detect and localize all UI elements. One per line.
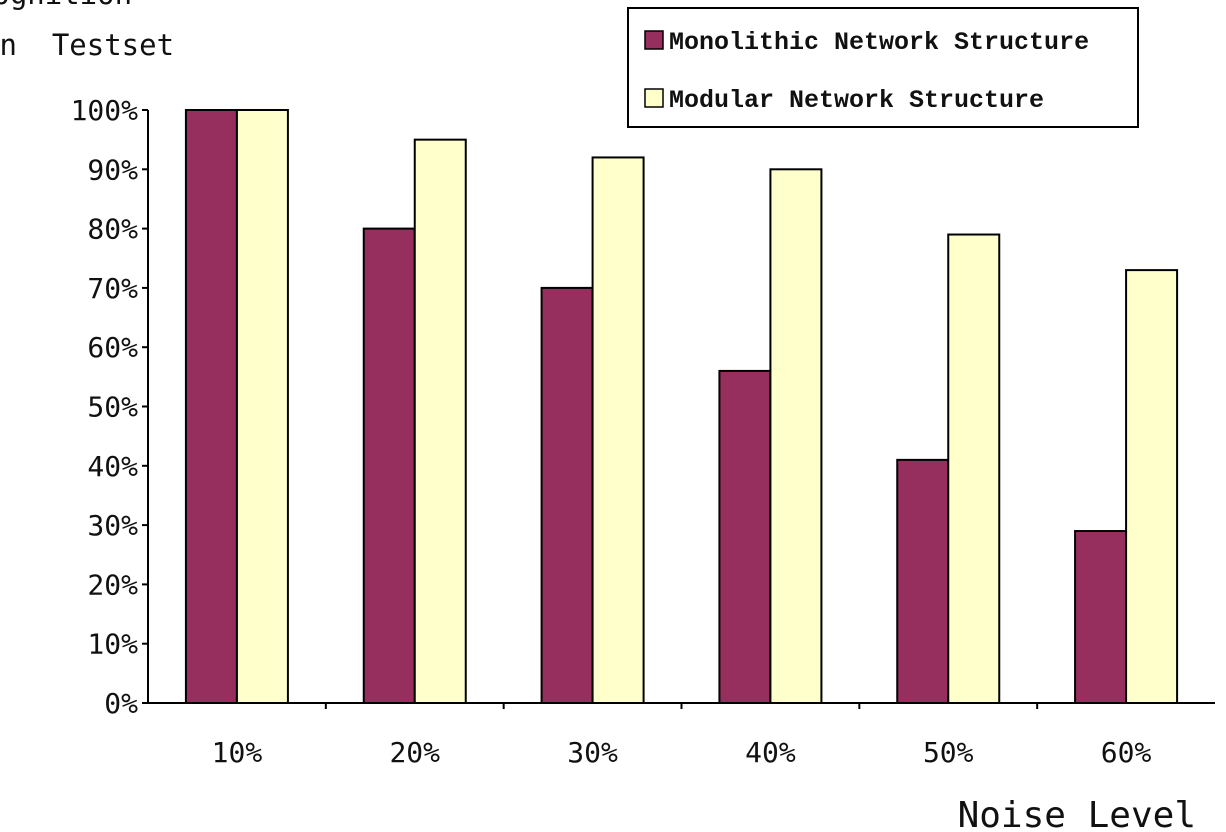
y-axis-title-line-1: Recognition <box>0 0 132 11</box>
x-axis-labels: 10% 20% 30% 40% 50% 60% <box>212 736 1152 769</box>
bar-modular <box>413 138 467 704</box>
y-axis-ticks: 0% 10% 20% 30% 40% 50% 60% 70% 80% 90% 100% <box>71 94 148 720</box>
bar-monolithic <box>718 369 772 704</box>
x-tick-label: 40% <box>745 736 796 769</box>
legend-swatch-modular <box>644 88 664 108</box>
bars <box>184 109 1179 705</box>
bar-monolithic <box>184 109 238 704</box>
legend: Monolithic Network Structure Modular Net… <box>627 7 1139 128</box>
bar-modular <box>947 233 1001 704</box>
y-tick-label: 20% <box>87 568 138 601</box>
legend-label-modular: Modular Network Structure <box>669 86 1044 115</box>
bar-modular <box>235 109 289 704</box>
y-tick-label: 40% <box>87 450 138 483</box>
legend-label-monolithic: Monolithic Network Structure <box>669 28 1089 57</box>
bar-monolithic <box>1074 530 1128 705</box>
bar-modular <box>591 156 645 704</box>
y-axis-title-line-2: on Testset <box>0 28 174 62</box>
x-tick-label: 50% <box>923 736 974 769</box>
y-tick-label: 0% <box>104 687 138 720</box>
y-tick-label: 10% <box>87 628 138 661</box>
x-tick-label: 60% <box>1101 736 1152 769</box>
y-tick-label: 100% <box>71 94 139 127</box>
legend-box <box>627 7 1139 128</box>
bar-monolithic <box>540 286 594 704</box>
bar-modular <box>1125 269 1179 704</box>
x-tick-label: 30% <box>567 736 618 769</box>
bar-monolithic <box>362 227 416 704</box>
y-tick-label: 60% <box>87 331 138 364</box>
x-tick-label: 20% <box>389 736 440 769</box>
legend-swatch-monolithic <box>644 30 664 50</box>
x-axis-ticks <box>324 703 1039 709</box>
x-axis-title: Noise Level <box>958 795 1196 832</box>
y-tick-label: 50% <box>87 391 138 424</box>
y-tick-label: 90% <box>87 153 138 186</box>
y-tick-label: 30% <box>87 509 138 542</box>
x-tick-label: 10% <box>212 736 263 769</box>
y-tick-label: 70% <box>87 272 138 305</box>
bar-monolithic <box>896 458 950 704</box>
y-tick-label: 80% <box>87 213 138 246</box>
bar-modular <box>769 168 823 705</box>
